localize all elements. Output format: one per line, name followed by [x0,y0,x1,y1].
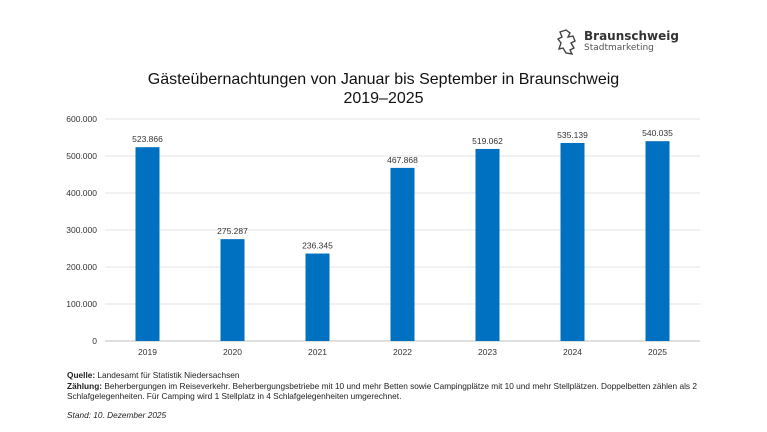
data-label: 523.866 [132,134,163,144]
logo-name: Braunschweig [584,29,679,43]
bar [475,148,500,341]
x-tick-label: 2022 [393,347,412,357]
source-label: Quelle: [67,370,96,380]
y-tick-label: 100.000 [66,299,97,309]
count-label: Zählung: [67,380,103,391]
lion-icon [556,29,576,55]
source-note: Quelle: Landesamt für Statistik Niedersa… [67,370,707,381]
y-tick-label: 400.000 [66,188,97,198]
logo: Braunschweig Stadtmarketing [556,28,679,56]
data-label: 467.868 [387,155,418,165]
count-note: Zählung: Beherbergungen im Reiseverkehr.… [67,381,707,402]
x-tick-label: 2020 [223,347,242,357]
x-tick-label: 2019 [138,347,157,357]
stand-date: Stand: 10. Dezember 2025 [67,409,167,420]
bar [305,253,330,341]
y-tick-label: 600.000 [66,114,97,124]
y-tick-label: 200.000 [66,262,97,272]
data-label: 236.345 [302,241,333,251]
count-text: Beherbergungen im Reiseverkehr. Beherber… [67,380,697,402]
x-tick-label: 2025 [648,347,667,357]
bar [645,141,670,341]
y-tick-label: 0 [92,336,97,346]
logo-subtitle: Stadtmarketing [584,43,654,53]
y-tick-label: 300.000 [66,225,97,235]
data-label: 535.139 [557,130,588,140]
x-tick-label: 2024 [563,347,582,357]
data-label: 519.062 [472,136,503,146]
chart-subtitle: 2019–2025 [343,90,424,107]
bar [390,167,415,341]
bar [135,147,160,341]
data-label: 540.035 [642,128,673,138]
footnotes: Quelle: Landesamt für Statistik Niedersa… [67,370,707,420]
y-tick-label: 500.000 [66,151,97,161]
data-label: 275.287 [217,226,248,236]
bar [560,142,585,341]
x-tick-label: 2023 [478,347,497,357]
bar [220,239,245,341]
source-text: Landesamt für Statistik Niedersachsen [95,370,240,380]
chart-title: Gästeübernachtungen von Januar bis Septe… [0,70,767,108]
chart-title-line: Gästeübernachtungen von Januar bis Septe… [147,71,620,88]
x-tick-label: 2021 [308,347,327,357]
